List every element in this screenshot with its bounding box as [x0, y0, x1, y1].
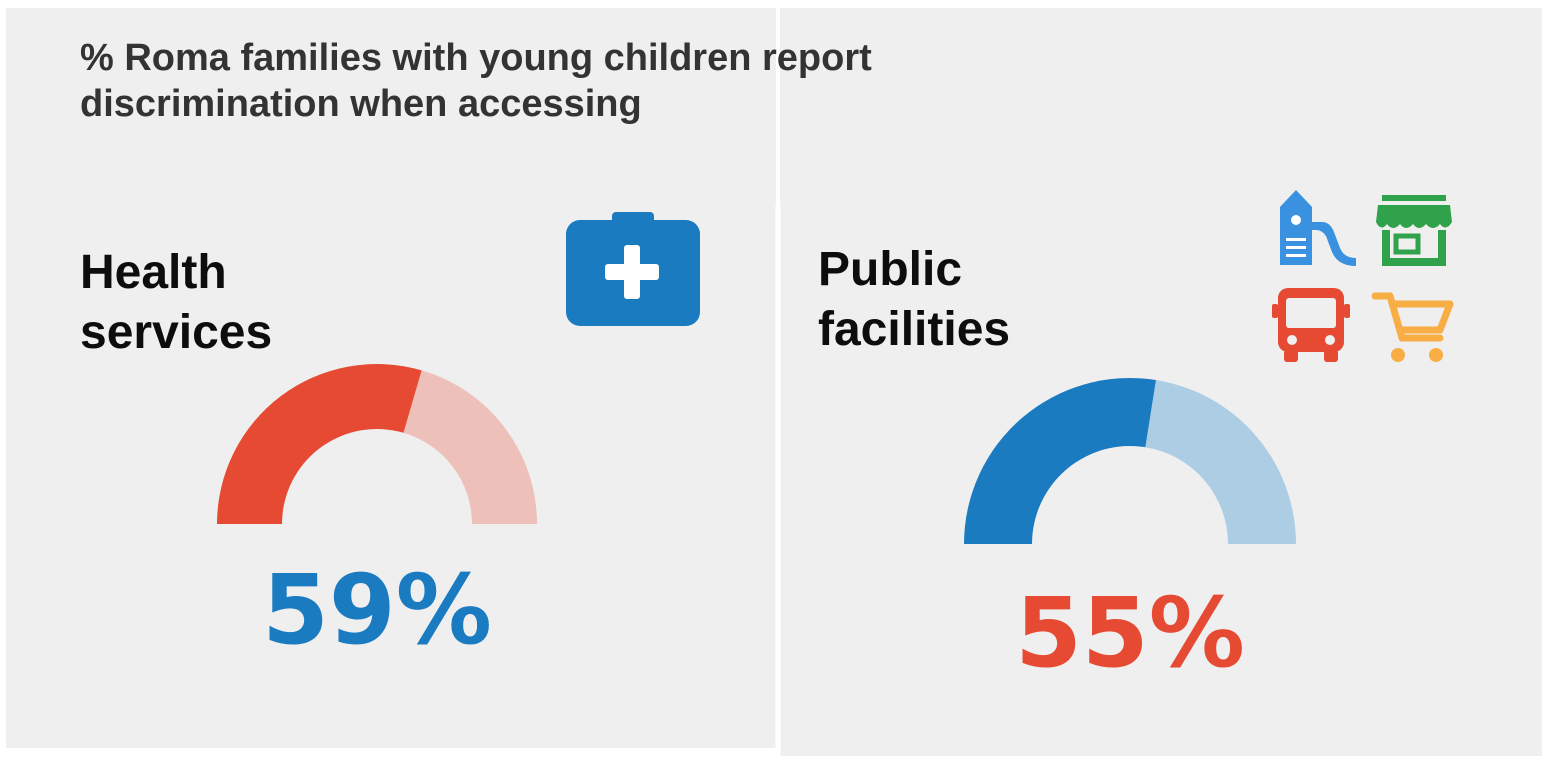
shopping-cart-icon — [1371, 292, 1454, 362]
gauge-label-health-line-2: services — [80, 306, 272, 359]
gauge-label-public-line-2: facilities — [818, 303, 1010, 356]
gauge-health-value-arc — [217, 363, 422, 524]
gauge-label-health-line-1: Health — [80, 246, 227, 299]
gauge-health-value-label: 59% — [262, 554, 492, 666]
gauge-public-remainder-arc — [1145, 380, 1296, 544]
playground-slide-icon — [1280, 190, 1356, 266]
chart-title-line-2: discrimination when accessing — [80, 83, 642, 125]
gauge-public-facilities: Public facilities 55% — [818, 243, 1296, 689]
gauge-public-value-arc — [964, 377, 1156, 544]
gauge-label-public-line-1: Public — [818, 243, 962, 296]
medical-kit-icon — [566, 212, 700, 326]
bus-icon — [1272, 288, 1350, 362]
gauge-health-services: Health services 59% — [80, 246, 537, 666]
gauge-public-value-label: 55% — [1015, 577, 1245, 689]
gauge-health-remainder-arc — [403, 370, 537, 524]
chart-title-line-1: % Roma families with young children repo… — [80, 37, 872, 79]
shop-icon — [1376, 195, 1452, 266]
